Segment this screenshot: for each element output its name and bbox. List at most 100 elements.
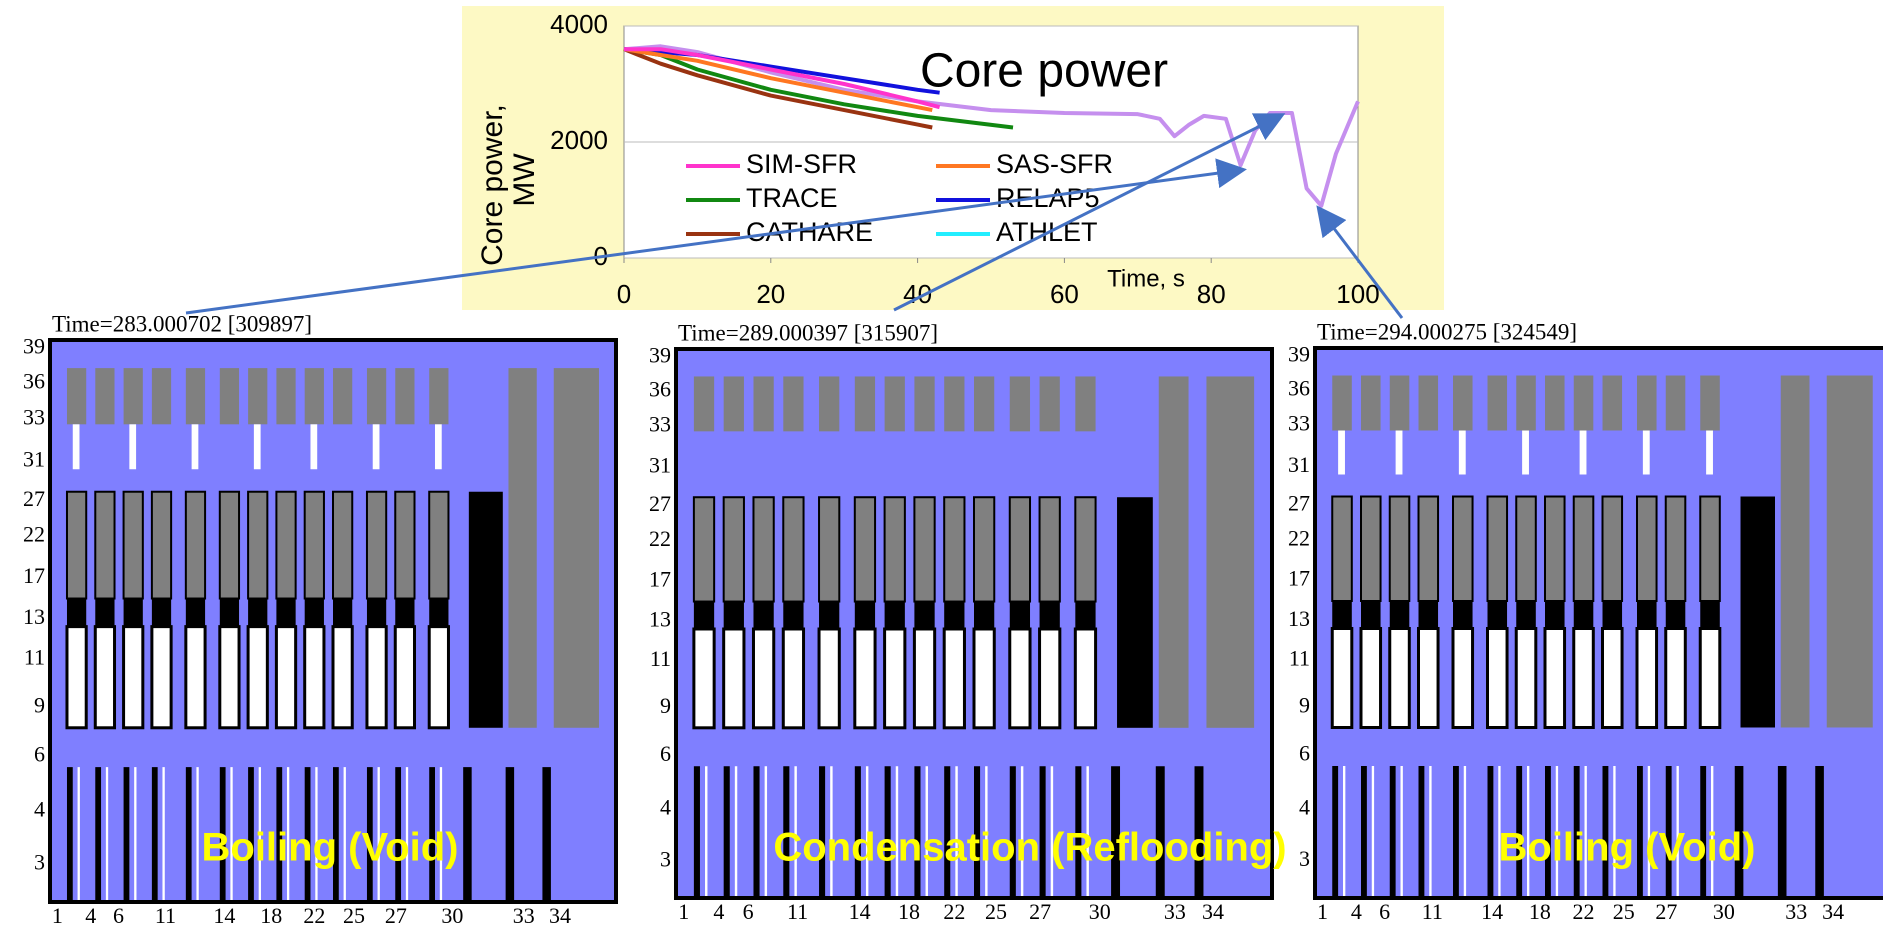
cell-block (1665, 601, 1686, 629)
cell-block (310, 424, 318, 470)
y-label: 9 (34, 693, 45, 718)
cell-block (1515, 495, 1537, 602)
cell-block (914, 601, 935, 629)
cell-block (752, 496, 775, 603)
cell-block (1451, 627, 1475, 729)
cell-block (95, 598, 115, 627)
cell-block (1206, 376, 1255, 728)
cell-block (1602, 375, 1623, 431)
cell-stripe (1815, 766, 1824, 898)
cell-stripe (1039, 766, 1046, 898)
cell-stripe (830, 766, 833, 898)
cell-stripe (162, 767, 165, 902)
cell-block (884, 601, 905, 629)
cell-block (151, 368, 172, 425)
cell-block (1038, 627, 1062, 730)
cell-block (365, 625, 388, 730)
cell-stripe (304, 767, 311, 902)
y-label: 4 (34, 797, 45, 822)
cell-block (1522, 430, 1529, 475)
cell-block (1706, 430, 1713, 475)
cell-block (1361, 375, 1381, 431)
cell-stripe (542, 767, 551, 902)
cell-block (723, 376, 744, 432)
arrow (185, 158, 1247, 315)
cell-stripe (439, 767, 443, 902)
cell-stripe (405, 767, 409, 902)
y-label: 13 (23, 604, 45, 629)
cell-stripe (366, 767, 373, 902)
cell-stripe (1111, 766, 1121, 898)
y-label: 33 (1288, 411, 1310, 436)
x-label: 11 (787, 899, 808, 924)
cell-block (853, 496, 877, 603)
cell-block (1388, 627, 1411, 729)
cell-block (275, 490, 297, 600)
cell-stripe (1647, 766, 1651, 898)
cell-stripe (1418, 766, 1425, 898)
cell-block (692, 496, 716, 603)
series-line (623, 44, 1360, 208)
y-label: 3 (660, 846, 671, 871)
cell-block (1453, 375, 1473, 431)
cell-stripe (395, 767, 402, 902)
cell-block (1389, 601, 1410, 629)
cell-stripe (505, 767, 515, 902)
cell-block (1158, 376, 1189, 728)
cell-block (1075, 376, 1096, 432)
cell-stripe (196, 767, 199, 902)
y-label: 27 (23, 486, 45, 511)
cell-block (1545, 375, 1565, 431)
cell-block (1665, 375, 1686, 431)
y-label: 9 (660, 693, 671, 718)
cell-block (1039, 601, 1060, 629)
cell-stripe (1400, 766, 1403, 898)
x-label: 27 (1655, 899, 1677, 924)
y-label: 22 (649, 526, 671, 551)
cell-stripe (925, 766, 928, 898)
y-label: 39 (649, 342, 671, 367)
x-label: 22 (943, 899, 965, 924)
cell-block (365, 490, 388, 600)
cell-stripe (1711, 766, 1714, 898)
cell-block (184, 490, 207, 600)
cell-stripe (333, 767, 339, 902)
cell-block (854, 601, 876, 629)
y-label: 6 (34, 741, 45, 766)
cell-block (185, 598, 206, 627)
cell-block (1417, 495, 1440, 602)
cell-block (781, 627, 806, 730)
cell-stripe (1613, 766, 1616, 898)
y-label: 17 (1288, 566, 1310, 591)
cell-block (218, 625, 241, 730)
cell-block (468, 491, 503, 728)
cell-block (1038, 496, 1061, 603)
cell-stripe (1086, 766, 1089, 898)
x-label: 4 (1351, 899, 1362, 924)
cell-block (853, 627, 877, 730)
cell-stripe (1453, 766, 1459, 898)
y-label: 39 (23, 333, 45, 358)
x-label: 33 (513, 903, 535, 928)
cell-block (65, 490, 88, 600)
cell-block (185, 368, 206, 425)
annotation: Boiling (Void) (202, 826, 459, 870)
cell-stripe (705, 766, 708, 898)
cell-block (1698, 627, 1722, 729)
cell-block (1637, 601, 1657, 629)
cell-block (1074, 496, 1097, 603)
y-label: 13 (1288, 606, 1310, 631)
cell-stripe (463, 767, 472, 902)
x-label: 11 (155, 903, 176, 928)
map-border (674, 347, 1274, 900)
cell-stripe (1371, 766, 1375, 898)
cell-block (429, 598, 449, 627)
y-label: 9 (1299, 693, 1310, 718)
panels: Time=283.000702 [309897]3936333127221713… (23, 311, 1883, 928)
cell-block (395, 598, 415, 627)
x-tick-label: 80 (1197, 279, 1226, 309)
cell-block (122, 625, 145, 730)
x-label: 6 (743, 899, 754, 924)
cell-block (753, 376, 774, 432)
